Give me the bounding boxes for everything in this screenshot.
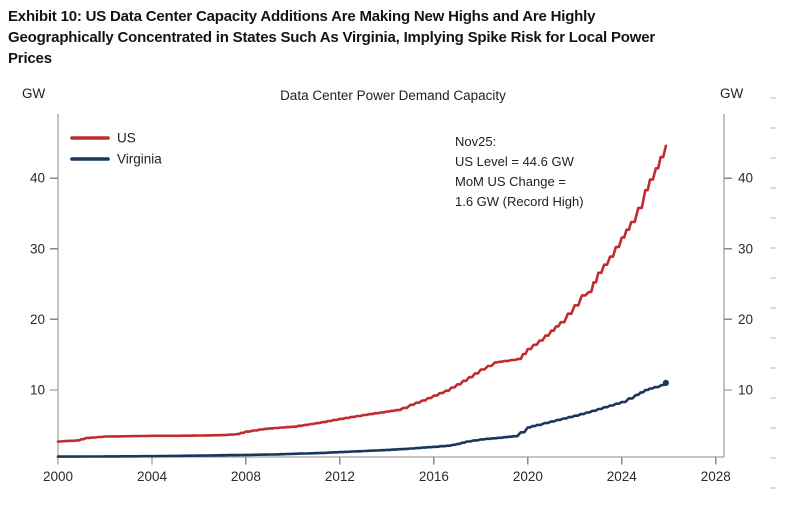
legend-label-us: US [117, 131, 136, 146]
y-tick-label-left: 40 [30, 171, 45, 186]
series-line-virginia [56, 381, 668, 458]
annotation-line: MoM US Change = [455, 174, 566, 189]
annotation-line: US Level = 44.6 GW [455, 154, 574, 169]
exhibit-title-line-3: Prices [8, 50, 52, 67]
x-tick-label: 2024 [607, 469, 638, 484]
exhibit-title-line-1: Exhibit 10: US Data Center Capacity Addi… [8, 8, 596, 25]
x-tick-label: 2004 [137, 469, 168, 484]
annotation-line: Nov25: [455, 134, 497, 149]
y-tick-label-right: 30 [738, 241, 753, 256]
legend-label-virginia: Virginia [117, 152, 162, 167]
y-tick-label-left: 10 [30, 382, 45, 397]
right-axis-unit-label: GW [720, 86, 744, 101]
y-tick-label-right: 40 [738, 171, 753, 186]
exhibit-title-line-2: Geographically Concentrated in States Su… [8, 29, 655, 46]
exhibit-title: Exhibit 10: US Data Center Capacity Addi… [8, 6, 786, 69]
x-tick-label: 2000 [43, 469, 73, 484]
y-tick-label-left: 30 [30, 241, 45, 256]
x-tick-label: 2028 [701, 469, 731, 484]
x-tick-label: 2012 [325, 469, 355, 484]
series-end-dot-virginia [662, 379, 669, 386]
x-tick-label: 2008 [231, 469, 261, 484]
y-tick-label-left: 20 [30, 312, 45, 327]
x-tick-label: 2020 [513, 469, 543, 484]
y-tick-label-right: 10 [738, 382, 753, 397]
y-tick-label-right: 20 [738, 312, 753, 327]
chart-title: Data Center Power Demand Capacity [280, 88, 506, 103]
annotation-line: 1.6 GW (Record High) [455, 194, 584, 209]
series-line-us [56, 144, 668, 443]
left-axis-unit-label: GW [22, 86, 46, 101]
chart-annotation: Nov25: US Level = 44.6 GW MoM US Change = 1… [455, 132, 584, 212]
x-tick-label: 2016 [419, 469, 449, 484]
